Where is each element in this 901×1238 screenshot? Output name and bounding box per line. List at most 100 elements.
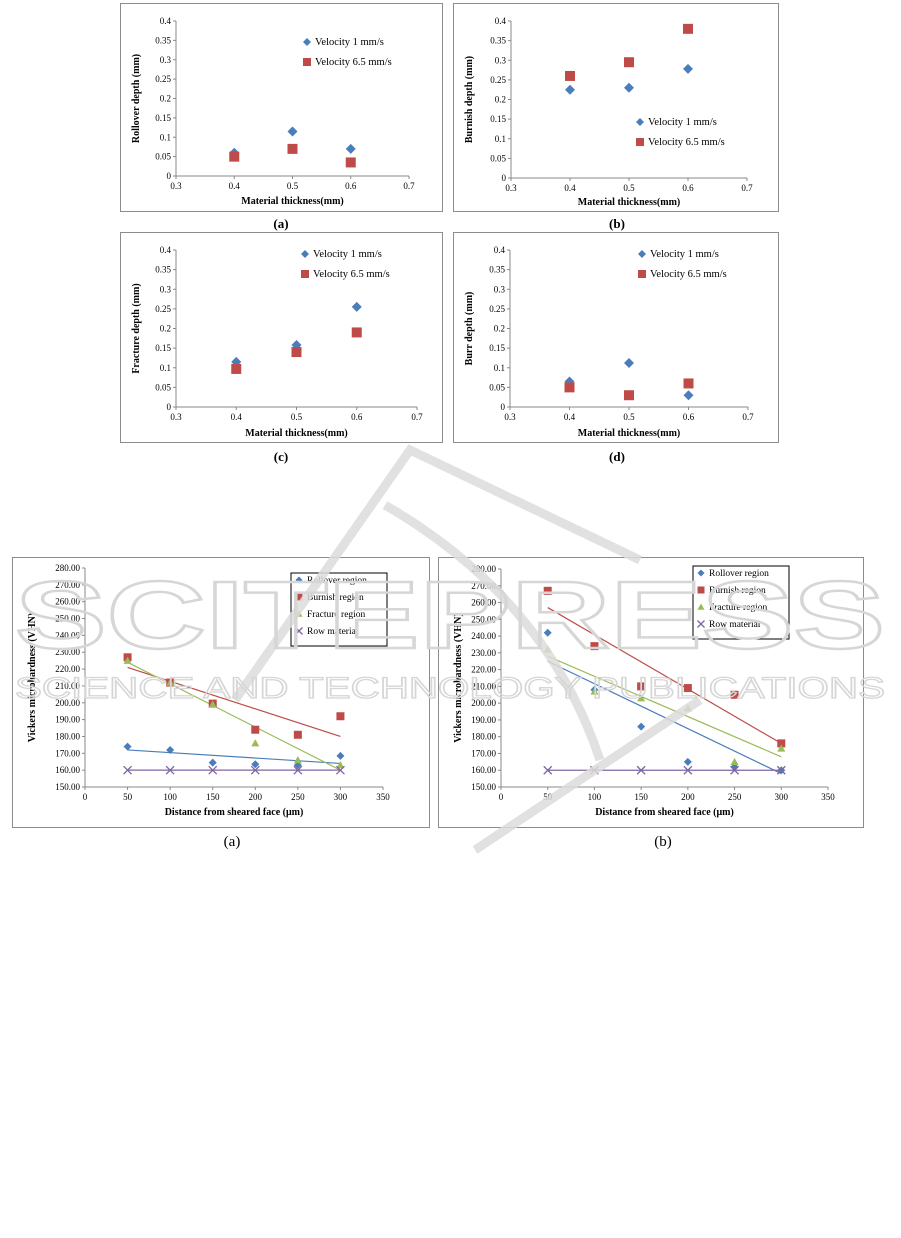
x-tick-label: 50 [123,792,133,802]
legend-label: Velocity 1 mm/s [648,117,717,128]
y-tick-label: 160.00 [471,765,496,775]
x-tick-label: 350 [821,792,835,802]
x-tick-label: 0.5 [291,412,303,422]
legend-label: Burnish region [709,586,766,596]
y-axis-label: Burr depth (mm) [464,292,475,366]
series-1 [123,653,345,739]
data-point [229,151,240,162]
data-point [730,765,740,775]
y-tick-label: 210.00 [55,681,80,691]
legend-marker [697,569,705,577]
legend-label: Velocity 6.5 mm/s [313,269,390,280]
x-axis-label: Distance from sheared face (μm) [165,807,304,818]
data-point [293,761,302,770]
series-0 [123,742,345,770]
y-tick-label: 0.2 [495,95,506,105]
legend-label: Rollover region [307,576,367,586]
x-axis-label: Distance from sheared face (μm) [595,807,734,818]
x-tick-label: 0.7 [411,412,423,422]
x-tick-label: 250 [728,792,742,802]
legend: Velocity 1 mm/s Velocity 6.5 mm/s [301,249,390,280]
chart-panel-burr: 0 0.05 0.1 0.15 0.2 0.25 0.3 0.35 0.4 0.3 0.4 0.5 0.… [453,232,779,443]
x-tick-label: 0.5 [623,183,635,193]
y-tick-label: 0.25 [155,74,171,84]
data-point [287,143,298,154]
x-tick-label: 0.6 [351,412,363,422]
y-tick-label: 230.00 [55,647,80,657]
legend-label: Fracture region [307,610,366,620]
data-point [543,586,552,595]
data-point [683,757,692,766]
data-point [730,757,739,766]
chart-panel-hardness-a: 150.00 160.00 170.00 180.00 190.00 200.00 210.… [12,557,430,828]
y-tick-label: 170.00 [471,748,496,758]
legend-marker [303,38,311,46]
caption-c: (c) [273,449,289,464]
y-tick-label: 0.35 [155,35,171,45]
data-point [123,742,132,751]
data-point [777,744,786,752]
series-1 [565,23,693,81]
y-tick-label: 160.00 [55,765,80,775]
legend-label: Velocity 1 mm/s [313,249,382,260]
data-point [351,327,362,338]
x-tick-label: 0.3 [505,183,517,193]
y-tick-label: 190.00 [55,715,80,725]
data-point [637,682,646,691]
x-tick-label: 0 [83,792,88,802]
data-point [123,656,132,664]
legend-marker [638,250,646,258]
data-point [166,678,175,686]
x-tick-label: 0.7 [741,183,753,193]
chart-fracture-depth: 0 0.05 0.1 0.15 0.2 0.25 0.3 0.35 0.4 0.3 0.4 0.5 0.… [131,245,423,439]
x-tick-label: 350 [376,792,390,802]
legend-marker [303,58,311,66]
y-tick-label: 240.00 [55,630,80,640]
x-tick-label: 0.7 [742,412,754,422]
x-tick-label: 300 [775,792,789,802]
series-2 [123,656,345,769]
data-point [624,57,634,68]
y-tick-label: 0.2 [494,324,505,334]
x-tick-label: 150 [206,792,220,802]
y-tick-label: 0.25 [155,304,171,314]
data-point [683,23,693,34]
legend-label: Burnish region [307,593,364,603]
data-point [335,765,345,775]
y-tick-label: 260.00 [55,597,80,607]
y-tick-label: 270.00 [55,580,80,590]
chart-panel-hardness-b: 150.00 160.00 170.00 180.00 190.00 200.00 210.… [438,557,864,828]
caption-a: (a) [273,216,289,231]
x-tick-label: 0.5 [623,412,635,422]
y-tick-label: 260.00 [471,598,496,608]
y-tick-label: 180.00 [471,732,496,742]
data-point [251,725,260,734]
y-axis-label: Vickers microhardness (VHN) [27,613,38,742]
y-tick-label: 280.00 [471,564,496,574]
y-tick-label: 280.00 [55,563,80,573]
trend-line [127,666,341,738]
y-tick-label: 0.3 [160,55,172,65]
legend-marker [697,603,705,610]
chart-burnish-depth: 0 0.05 0.1 0.15 0.2 0.25 0.3 0.35 0.4 0.3 0.4 0.5 0.… [464,16,753,208]
series-0 [543,628,786,775]
data-point [165,765,175,775]
legend-label: Velocity 6.5 mm/s [315,57,392,68]
x-tick-label: 0.4 [564,183,576,193]
x-tick-label: 250 [291,792,305,802]
legend-label: Velocity 6.5 mm/s [648,137,725,148]
y-tick-label: 0.4 [160,16,172,26]
data-point [336,761,345,769]
series-1 [564,378,694,401]
y-tick-label: 190.00 [471,715,496,725]
data-point [776,765,786,775]
y-tick-label: 0.35 [155,265,171,275]
series-1 [229,143,356,168]
x-tick-label: 0.5 [287,181,299,191]
y-tick-label: 220.00 [55,664,80,674]
series-1 [231,327,362,374]
y-tick-label: 210.00 [471,681,496,691]
y-tick-label: 150.00 [471,782,496,792]
y-tick-label: 0.15 [490,114,506,124]
trend-line [127,661,341,771]
